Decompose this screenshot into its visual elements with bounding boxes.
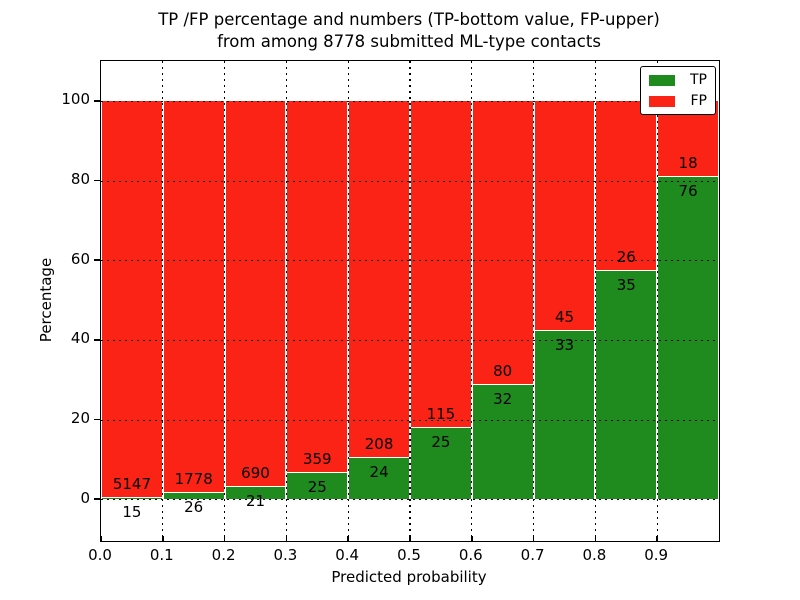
x-gridline [223,61,226,541]
tp-count-label: 32 [493,390,513,409]
y-tick-mark [94,259,100,261]
x-gridline [656,61,658,541]
fp-count-label: 208 [364,434,394,453]
fp-count-label: 5147 [112,475,151,494]
x-tick-label: 0.7 [520,546,545,564]
bar-segment-fp [162,100,225,494]
y-tick-mark [94,498,100,500]
chart-title-line1: TP /FP percentage and numbers (TP-bottom… [158,10,660,29]
y-tick-label: 0 [80,488,90,507]
x-gridline [347,61,349,541]
chart-title-line2: from among 8778 submitted ML-type contac… [217,31,601,51]
tp-count-label: 25 [307,478,327,497]
legend-entry-fp: FP [649,94,707,108]
x-tick-mark [471,536,473,541]
x-tick-label: 0.3 [273,546,298,564]
x-gridline [594,61,597,541]
y-tick-label: 20 [70,409,90,427]
x-tick-label: 0.8 [582,546,607,564]
legend-entry-tp: TP [649,73,707,87]
bar-segment-fp [348,100,410,458]
x-tick-mark [532,536,535,541]
y-tick-label: 80 [70,170,90,188]
x-tick-mark [594,536,597,541]
tp-count-label: 15 [122,503,142,522]
bar-segment-fp [286,100,349,474]
fp-count-label: 80 [493,362,513,381]
x-gridline [162,61,164,541]
x-tick-label: 0.1 [149,546,174,564]
bar-segment-tp [410,428,472,500]
x-gridline [532,61,535,541]
x-tick-mark [656,536,658,541]
bar-segment-tp [533,330,596,500]
plot-area: TP FP 5147 15 1778 26 690 21 359 25 208 24 115 25 80… [94,60,720,542]
y-tick-mark [94,339,100,341]
x-tick-label: 0.0 [88,546,112,564]
fp-count-label: 690 [241,464,270,483]
tp-count-label: 21 [245,492,266,511]
tp-count-label: 24 [369,462,389,481]
y-tick-label: 40 [70,329,90,348]
bar-segment-fp [410,100,472,429]
x-axis-label: Predicted probability [331,568,487,586]
bar-segment-tp [657,177,719,500]
tp-count-label: 25 [431,433,451,452]
y-tick-mark [94,179,100,182]
x-gridline [285,61,288,541]
tp-count-label: 26 [184,498,204,517]
x-tick-label: 0.9 [644,546,669,564]
fp-count-label: 26 [616,247,636,266]
x-tick-mark [409,536,411,541]
legend: TP FP [640,66,716,115]
x-tick-mark [223,536,226,541]
fp-count-label: 1778 [174,470,213,489]
x-tick-label: 0.5 [397,546,421,564]
legend-label-tp: TP [690,72,707,88]
fp-count-label: 45 [554,307,575,326]
bar-segment-fp [595,100,658,271]
x-gridline [409,61,411,541]
tp-count-label: 33 [554,335,575,354]
bar-segment-fp [471,100,534,386]
bar-segment-fp [224,100,287,488]
x-tick-mark [100,536,102,541]
legend-label-fp: FP [690,93,708,109]
x-tick-label: 0.2 [211,546,236,564]
x-tick-label: 0.4 [335,546,360,564]
bar-segment-fp [533,100,596,331]
x-gridline [471,61,473,541]
x-tick-label: 0.6 [458,546,483,564]
y-tick-label: 100 [61,90,90,109]
fp-count-label: 18 [678,154,698,173]
bar-segment-fp [101,100,163,498]
bar-segment-tp [595,270,658,500]
tp-count-label: 76 [678,182,698,201]
x-tick-mark [285,536,288,541]
tp-count-label: 35 [616,275,636,294]
fp-count-label: 115 [426,405,456,424]
y-tick-mark [94,100,100,102]
fp-count-label: 359 [302,450,332,469]
y-tick-label: 60 [70,249,90,268]
legend-swatch-fp-icon [649,95,675,107]
legend-swatch-tp-icon [649,74,675,86]
x-tick-mark [347,536,349,541]
chart-title: TP /FP percentage and numbers (TP-bottom… [100,9,718,53]
x-tick-mark [162,536,164,541]
bar-segment-tp [471,385,534,500]
y-tick-mark [94,418,100,421]
